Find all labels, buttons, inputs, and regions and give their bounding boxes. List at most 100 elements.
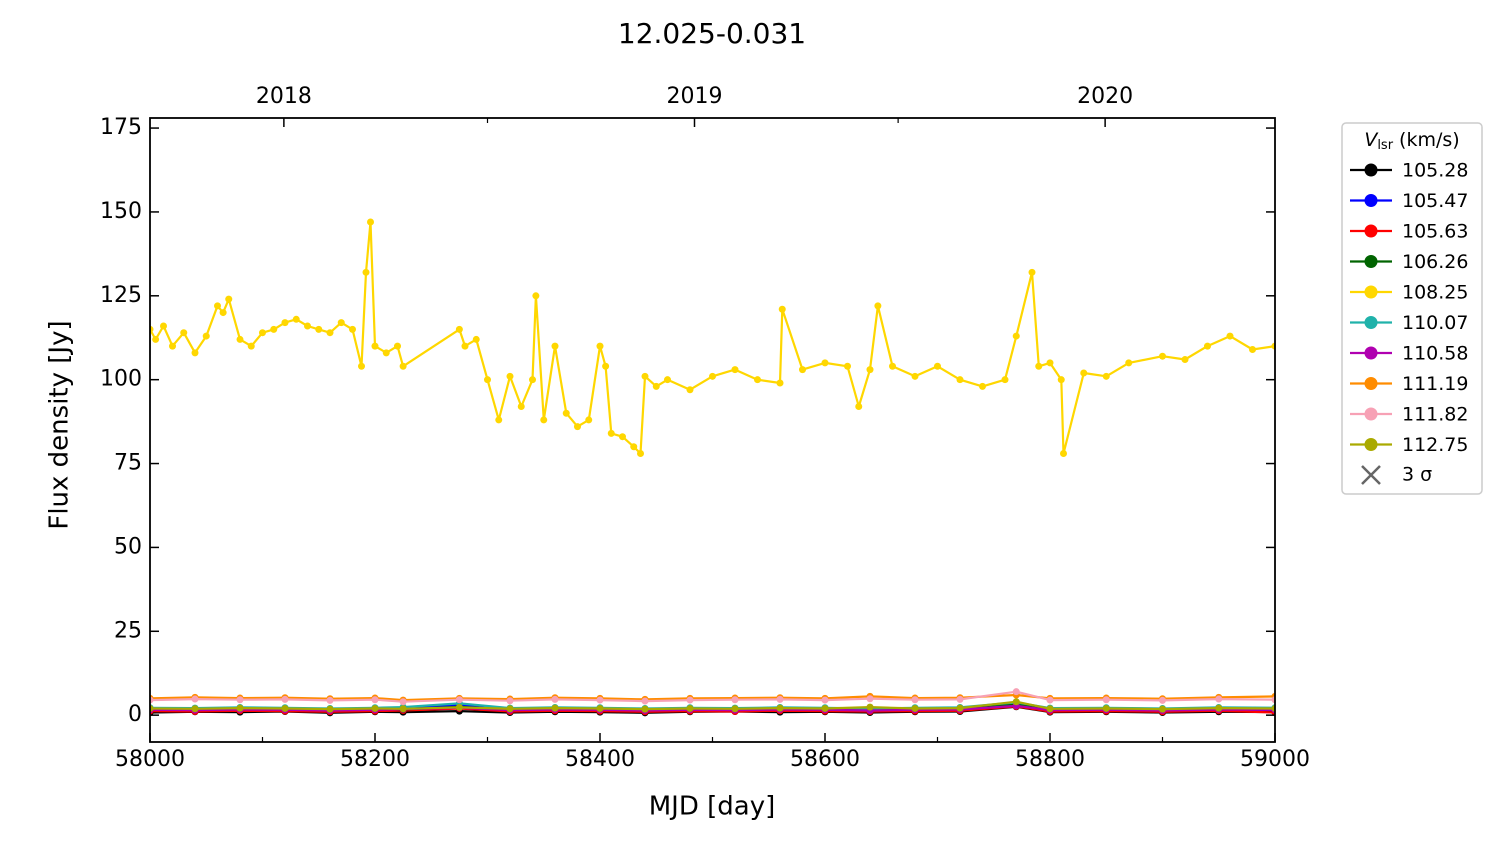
legend: Vlsr (km/s) 105.28 105.47 105.63 106.26 108.2… (1341, 122, 1483, 495)
plot-frame (149, 117, 1276, 743)
data-point (1028, 268, 1036, 276)
data-point (236, 335, 244, 343)
data-point (607, 429, 615, 437)
data-point (1159, 352, 1166, 360)
y-tick-label: 125 (100, 283, 142, 308)
series-line (150, 220, 1275, 455)
data-point (236, 696, 244, 704)
chart-title: 12.025-0.031 (618, 17, 806, 50)
data-point (911, 696, 919, 704)
data-point (778, 305, 786, 313)
data-point (1012, 688, 1020, 696)
data-point (191, 349, 199, 357)
data-point (602, 362, 610, 370)
data-point (664, 376, 671, 384)
data-point (281, 319, 289, 327)
data-point (776, 379, 784, 387)
data-point (1181, 356, 1189, 364)
data-point (326, 329, 334, 337)
data-point (292, 315, 300, 323)
data-point (152, 335, 160, 343)
data-point (326, 696, 334, 704)
data-point (776, 695, 784, 703)
data-point (371, 696, 379, 704)
data-point (1012, 698, 1020, 706)
data-point (160, 322, 167, 330)
y-axis-label: Flux density [Jy] (45, 320, 75, 529)
legend-label: 3 σ (1402, 464, 1432, 486)
legend-label: 110.07 (1402, 312, 1468, 334)
data-point (866, 366, 874, 374)
data-point (585, 416, 593, 424)
data-point (394, 342, 401, 350)
data-point (866, 695, 874, 703)
data-point (731, 696, 739, 704)
data-point (358, 362, 365, 370)
data-point (637, 449, 644, 457)
data-point (382, 349, 390, 357)
data-point (956, 376, 964, 384)
data-point (202, 332, 210, 340)
data-point (270, 325, 278, 333)
data-point (315, 325, 323, 333)
legend-label: 105.47 (1402, 190, 1468, 212)
legend-limit-marker (1361, 465, 1381, 485)
data-point (754, 376, 761, 384)
data-point (551, 342, 559, 350)
data-point (821, 696, 829, 704)
data-point (731, 705, 739, 713)
data-point (214, 302, 221, 310)
legend-marker (1364, 255, 1378, 268)
y-tick-label: 100 (100, 367, 142, 392)
data-point (1035, 362, 1043, 370)
data-point (686, 696, 694, 704)
data-point (1159, 696, 1166, 704)
data-point (247, 342, 255, 350)
data-point (874, 302, 882, 310)
data-point (1046, 696, 1054, 704)
data-point (371, 342, 379, 350)
data-point (596, 704, 604, 712)
data-point (709, 372, 716, 380)
data-point (455, 696, 463, 704)
x-tick-label: 58400 (565, 747, 635, 772)
legend-marker (1364, 316, 1378, 329)
data-point (889, 362, 896, 370)
legend-label: 105.63 (1402, 221, 1468, 243)
data-point (731, 366, 739, 374)
data-point (1226, 332, 1234, 340)
y-tick-label: 75 (114, 451, 142, 476)
data-point (1102, 704, 1110, 712)
y-tick-label: 25 (114, 618, 142, 643)
data-point (540, 416, 548, 424)
data-point (551, 695, 559, 703)
plot-area (150, 218, 1275, 717)
data-point (686, 704, 694, 712)
legend-label: 106.26 (1402, 251, 1468, 273)
data-point (799, 366, 806, 374)
legend-label: 105.28 (1402, 160, 1468, 182)
data-point (1060, 449, 1067, 457)
data-point (529, 376, 536, 384)
y-tick-label: 175 (100, 115, 142, 140)
legend-marker (1364, 407, 1378, 421)
data-point (1001, 376, 1009, 384)
legend-marker (1364, 377, 1378, 390)
data-point (596, 342, 604, 350)
data-point (180, 329, 188, 337)
data-point (219, 309, 227, 317)
data-point (399, 362, 407, 370)
y-tick-label: 150 (100, 199, 142, 224)
data-point (630, 443, 638, 451)
data-point (281, 704, 289, 712)
data-point (641, 697, 649, 705)
data-point (506, 705, 514, 713)
data-point (517, 403, 525, 411)
data-point (484, 376, 491, 384)
legend-marker (1364, 163, 1378, 177)
data-point (1215, 704, 1223, 712)
data-point (1204, 342, 1211, 350)
data-point (349, 325, 356, 333)
data-point (956, 704, 964, 712)
